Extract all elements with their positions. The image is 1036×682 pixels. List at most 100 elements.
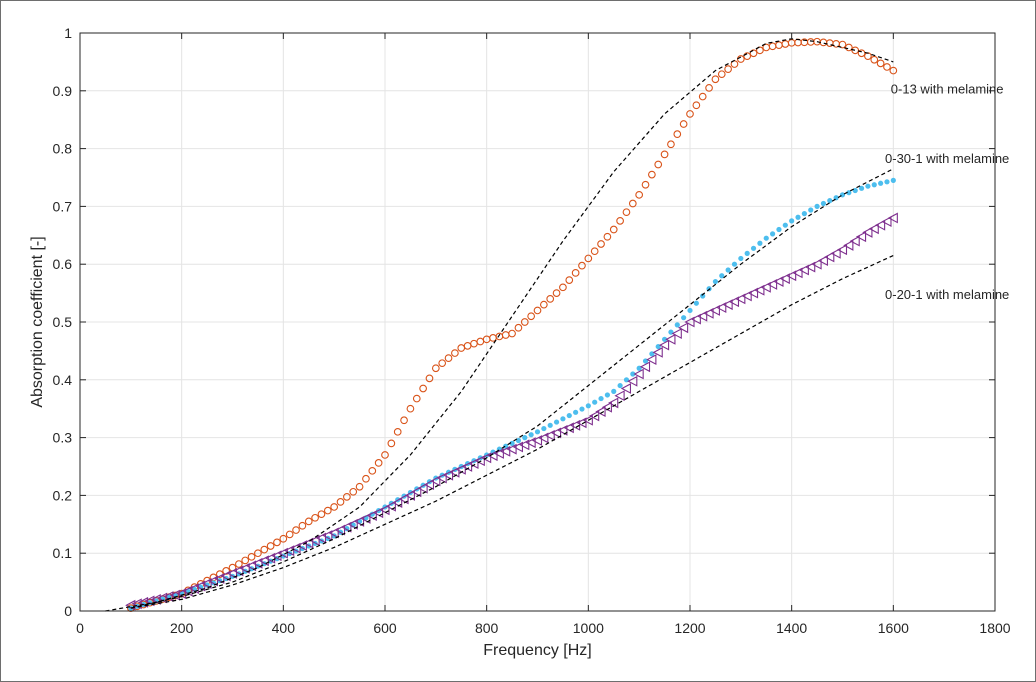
data-point-dot bbox=[776, 226, 782, 233]
data-point-triangle bbox=[220, 570, 231, 582]
data-point-dot bbox=[604, 392, 610, 398]
data-point-dot bbox=[198, 584, 204, 590]
data-point-triangle bbox=[385, 500, 396, 512]
data-point-circle bbox=[368, 466, 377, 475]
data-point-dot bbox=[528, 432, 534, 438]
data-point-triangle bbox=[792, 267, 803, 279]
x-tick-label: 400 bbox=[272, 620, 296, 636]
data-point-circle bbox=[254, 549, 262, 558]
data-point-circle bbox=[540, 300, 548, 309]
data-point-dot bbox=[719, 273, 725, 279]
data-point-dot bbox=[553, 419, 560, 425]
data-point-triangle bbox=[862, 226, 873, 238]
data-point-circle bbox=[559, 283, 567, 292]
data-point-circle bbox=[266, 542, 275, 550]
data-point-circle bbox=[698, 92, 707, 101]
data-point-circle bbox=[775, 41, 783, 49]
data-point-triangle bbox=[716, 302, 727, 313]
y-tick-label: 0.4 bbox=[53, 372, 73, 388]
data-point-triangle bbox=[627, 375, 638, 387]
data-point-triangle bbox=[817, 255, 828, 267]
series-annotation: 0-13 with melamine bbox=[891, 82, 1004, 97]
data-point-circle bbox=[343, 492, 351, 501]
data-point-circle bbox=[819, 38, 828, 47]
data-point-triangle bbox=[589, 410, 600, 422]
series-annotation: 0-20-1 with melamine bbox=[885, 287, 1009, 302]
data-point-dot bbox=[566, 412, 572, 419]
data-point-circle bbox=[374, 459, 383, 467]
data-point-triangle bbox=[550, 427, 562, 439]
data-point-dot bbox=[630, 371, 636, 377]
data-point-dot bbox=[744, 250, 750, 256]
data-point-circle bbox=[724, 65, 732, 73]
data-point-triangle bbox=[252, 557, 263, 569]
y-tick-label: 0 bbox=[64, 603, 72, 619]
data-point-triangle bbox=[735, 293, 746, 305]
y-tick-label: 0.2 bbox=[53, 487, 73, 503]
data-point-circle bbox=[584, 254, 593, 263]
data-point-dot bbox=[763, 235, 769, 241]
data-point-circle bbox=[470, 339, 478, 348]
data-point-triangle bbox=[684, 316, 695, 328]
data-point-dot bbox=[795, 214, 801, 220]
x-axis-label: Frequency [Hz] bbox=[483, 642, 591, 659]
data-point-triangle bbox=[652, 346, 663, 358]
data-point-circle bbox=[635, 190, 644, 199]
data-point-triangle bbox=[633, 368, 644, 380]
data-point-triangle bbox=[538, 432, 549, 444]
data-point-circle bbox=[870, 55, 879, 64]
data-point-triangle bbox=[754, 284, 765, 296]
data-point-circle bbox=[444, 354, 453, 362]
data-point-circle bbox=[743, 52, 752, 60]
data-point-circle bbox=[457, 344, 466, 352]
data-point-triangle bbox=[741, 290, 752, 302]
data-point-triangle bbox=[264, 552, 276, 564]
data-point-triangle bbox=[519, 439, 530, 451]
data-point-circle bbox=[330, 503, 339, 511]
data-point-triangle bbox=[379, 504, 390, 516]
data-point-circle bbox=[527, 312, 535, 321]
data-point-triangle bbox=[455, 463, 466, 475]
data-point-triangle bbox=[677, 322, 689, 334]
data-point-circle bbox=[520, 318, 529, 326]
data-point-triangle bbox=[620, 383, 632, 394]
x-tick-label: 1400 bbox=[776, 620, 807, 636]
data-point-triangle bbox=[245, 560, 257, 572]
data-point-circle bbox=[476, 337, 485, 346]
data-point-triangle bbox=[525, 437, 536, 449]
data-point-triangle bbox=[811, 258, 822, 270]
data-point-triangle bbox=[843, 240, 854, 251]
x-tick-label: 0 bbox=[76, 620, 84, 636]
data-point-triangle bbox=[798, 264, 809, 276]
data-point-dot bbox=[681, 315, 687, 321]
y-tick-label: 1 bbox=[64, 25, 72, 41]
data-point-triangle bbox=[392, 497, 403, 509]
data-point-circle bbox=[304, 517, 313, 526]
y-tick-label: 0.6 bbox=[53, 256, 73, 272]
data-point-triangle bbox=[328, 527, 339, 539]
data-point-dot bbox=[687, 307, 693, 314]
data-point-circle bbox=[781, 40, 790, 48]
data-point-circle bbox=[292, 526, 300, 534]
data-point-circle bbox=[654, 160, 663, 169]
data-point-circle bbox=[355, 482, 364, 491]
data-point-triangle bbox=[322, 530, 333, 541]
data-point-circle bbox=[533, 306, 542, 315]
data-point-triangle bbox=[500, 445, 511, 457]
data-point-triangle bbox=[175, 588, 187, 600]
data-point-circle bbox=[609, 225, 618, 234]
data-point-circle bbox=[679, 120, 688, 128]
data-point-triangle bbox=[201, 578, 212, 589]
data-point-triangle bbox=[773, 276, 784, 287]
data-point-triangle bbox=[195, 580, 206, 592]
data-point-triangle bbox=[296, 540, 307, 552]
data-point-circle bbox=[794, 38, 802, 47]
data-point-triangle bbox=[347, 518, 358, 530]
series-2 bbox=[125, 212, 898, 611]
x-tick-label: 200 bbox=[170, 620, 194, 636]
data-point-dot bbox=[598, 395, 604, 402]
data-point-circle bbox=[514, 323, 523, 332]
data-point-dot bbox=[560, 416, 566, 422]
data-point-circle bbox=[667, 140, 675, 149]
